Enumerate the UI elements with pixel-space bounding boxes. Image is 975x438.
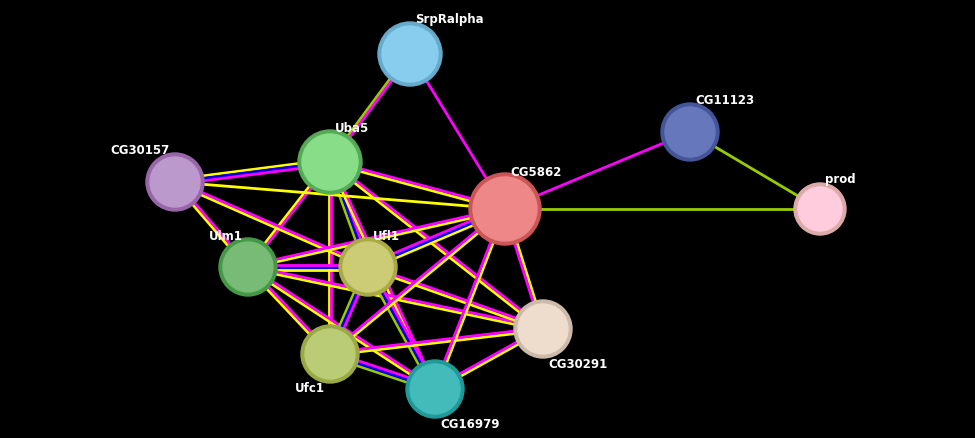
Text: prod: prod — [825, 173, 856, 186]
Text: SrpRalpha: SrpRalpha — [415, 14, 484, 26]
Circle shape — [382, 27, 438, 83]
Text: Uba5: Uba5 — [335, 121, 370, 134]
Text: CG5862: CG5862 — [510, 165, 562, 178]
Circle shape — [150, 158, 200, 208]
Circle shape — [794, 184, 846, 236]
Circle shape — [302, 135, 358, 191]
Text: Ufl1: Ufl1 — [373, 229, 400, 242]
Text: CG30157: CG30157 — [111, 144, 170, 157]
Circle shape — [219, 238, 277, 297]
Text: CG16979: CG16979 — [440, 417, 499, 430]
Circle shape — [798, 187, 842, 231]
Circle shape — [406, 360, 464, 418]
Circle shape — [223, 243, 273, 292]
Circle shape — [473, 177, 537, 241]
Text: Ulm1: Ulm1 — [209, 229, 243, 242]
Circle shape — [665, 108, 715, 158]
Circle shape — [298, 131, 362, 194]
Circle shape — [305, 329, 355, 379]
Text: Ufc1: Ufc1 — [295, 381, 325, 395]
Circle shape — [410, 364, 460, 414]
Text: CG30291: CG30291 — [548, 357, 607, 370]
Circle shape — [469, 173, 541, 245]
Circle shape — [661, 104, 719, 162]
Circle shape — [343, 243, 393, 292]
Text: CG11123: CG11123 — [695, 94, 754, 107]
Circle shape — [339, 238, 397, 297]
Circle shape — [146, 154, 204, 212]
Circle shape — [514, 300, 572, 358]
Circle shape — [518, 304, 568, 354]
Circle shape — [378, 23, 442, 87]
Circle shape — [301, 325, 359, 383]
